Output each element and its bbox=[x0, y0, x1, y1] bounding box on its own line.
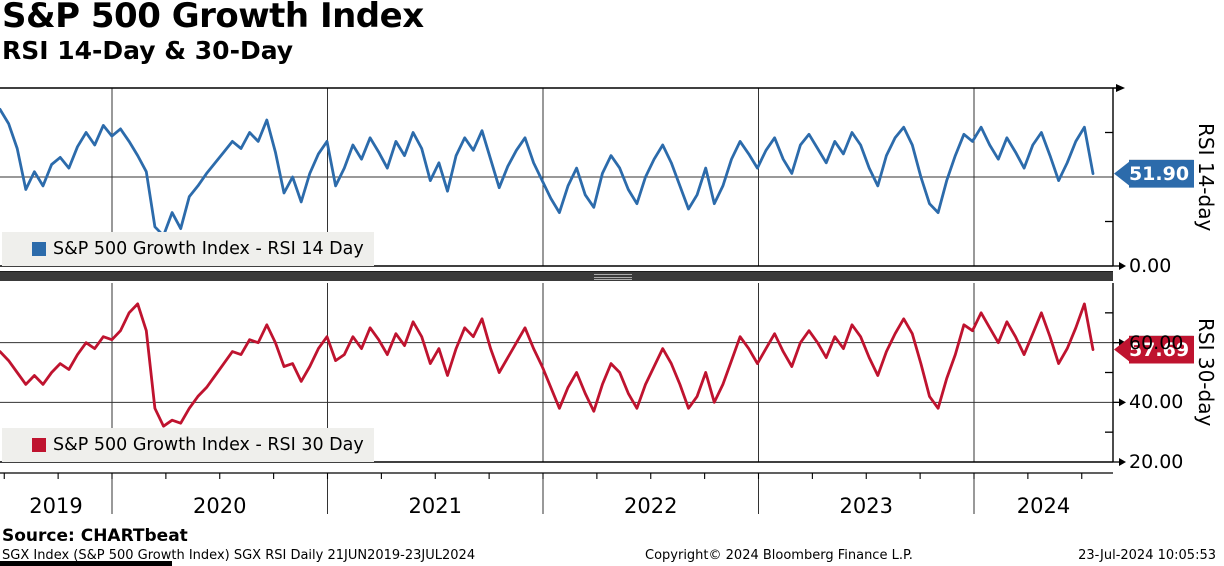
page-title: S&P 500 Growth Index bbox=[2, 0, 424, 36]
rsi14-series-line bbox=[0, 108, 1095, 238]
y-axis-tick-label: 40.00 bbox=[1129, 391, 1184, 414]
divider-grip-icon[interactable] bbox=[594, 274, 632, 280]
rsi30-last-value: 57.69 bbox=[1128, 338, 1190, 361]
x-axis-year-label: 2022 bbox=[624, 494, 678, 518]
x-axis-year-label: 2023 bbox=[839, 494, 893, 518]
y-axis-tick-label: 0.00 bbox=[1129, 255, 1172, 277]
footer-copyright: Copyright© 2024 Bloomberg Finance L.P. bbox=[645, 548, 913, 563]
panel-divider[interactable] bbox=[0, 271, 1113, 281]
rsi30-series-line bbox=[0, 302, 1095, 428]
rsi14-legend[interactable]: S&P 500 Growth Index - RSI 14 Day bbox=[2, 232, 374, 266]
x-axis-year-label: 2019 bbox=[29, 494, 83, 518]
y-axis-tick-label: 60.00 bbox=[1129, 331, 1184, 354]
rsi30-last-value-tag: 57.69 bbox=[1114, 335, 1194, 364]
top-frame-arrowhead bbox=[1116, 84, 1125, 92]
rsi30-axis-title: RSI 30-day bbox=[1194, 318, 1218, 427]
y-axis-tick-label: 20.00 bbox=[1129, 451, 1184, 473]
axis-label-arrowhead bbox=[1119, 458, 1126, 466]
footer-security-info: SGX Index (S&P 500 Growth Index) SGX RSI… bbox=[2, 548, 476, 563]
x-axis-year-label: 2024 bbox=[1016, 494, 1071, 518]
bottom-edge-strip bbox=[0, 561, 172, 566]
rsi30-legend-swatch-icon bbox=[32, 438, 46, 452]
source-label: Source: CHARTbeat bbox=[2, 526, 188, 546]
x-axis-year-label: 2020 bbox=[193, 494, 247, 518]
rsi30-legend-label: S&P 500 Growth Index - RSI 30 Day bbox=[53, 435, 364, 455]
axis-label-arrowhead bbox=[1119, 262, 1126, 270]
page-subtitle: RSI 14-Day & 30-Day bbox=[2, 36, 294, 65]
rsi14-legend-label: S&P 500 Growth Index - RSI 14 Day bbox=[53, 239, 364, 259]
x-axis-year-label: 2021 bbox=[408, 494, 462, 518]
rsi14-axis-title: RSI 14-day bbox=[1194, 122, 1218, 232]
footer-timestamp: 23-Jul-2024 10:05:53 bbox=[1078, 548, 1216, 563]
rsi14-last-value-tag: 51.90 bbox=[1114, 159, 1194, 188]
rsi30-legend[interactable]: S&P 500 Growth Index - RSI 30 Day bbox=[2, 428, 374, 462]
rsi14-legend-swatch-icon bbox=[32, 242, 46, 256]
axis-label-arrowhead bbox=[1119, 398, 1126, 407]
rsi14-last-value: 51.90 bbox=[1128, 162, 1190, 185]
